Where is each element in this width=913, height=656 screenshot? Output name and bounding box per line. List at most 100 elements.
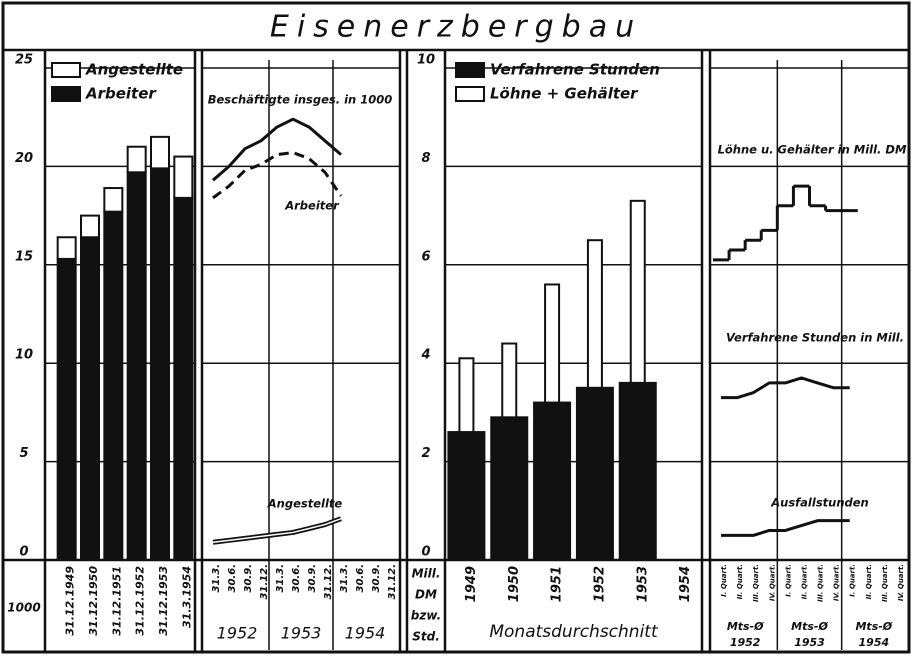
series-label: Beschäftigte insges. in 1000 bbox=[208, 93, 393, 107]
x-tick-label: 1952 bbox=[592, 566, 607, 602]
y-tick-label: 4 bbox=[420, 348, 430, 363]
x-tick-label: 30.6. bbox=[355, 564, 366, 592]
bar bbox=[126, 145, 147, 174]
bar bbox=[533, 401, 572, 561]
x-axis-title: Monatsdurchschnitt bbox=[489, 622, 659, 642]
x-tick-label: 1950 bbox=[507, 566, 522, 602]
bar bbox=[173, 196, 194, 561]
y-tick-label: 15 bbox=[15, 249, 33, 264]
x-tick-label: III. Quart. bbox=[817, 564, 825, 602]
x-tick-label: 1951 bbox=[550, 566, 565, 602]
x-tick-label: 30.6. bbox=[291, 564, 302, 592]
legend-swatch bbox=[51, 86, 81, 102]
x-tick-label: 1954 bbox=[678, 566, 693, 602]
group-label: Mts-Ø bbox=[855, 620, 892, 633]
legend-label: Angestellte bbox=[85, 61, 183, 79]
line bbox=[212, 516, 342, 545]
x-tick-label: 31.3.1954 bbox=[180, 566, 193, 628]
y-tick-label: 2 bbox=[421, 446, 430, 461]
x-tick-label: 30.9. bbox=[307, 564, 318, 592]
bar bbox=[56, 257, 77, 561]
x-tick-label: 31.12.1950 bbox=[87, 566, 100, 636]
y-tick-label: 0 bbox=[421, 545, 430, 560]
y-tick-label: 25 bbox=[15, 53, 33, 68]
y-tick-label: 5 bbox=[19, 446, 28, 461]
x-tick-label: 30.9. bbox=[243, 564, 254, 592]
legend-label: Verfahrene Stunden bbox=[490, 61, 660, 79]
y-tick-label: 10 bbox=[417, 53, 435, 68]
x-tick-label: 1953 bbox=[635, 566, 650, 602]
y-tick-label: 10 bbox=[15, 348, 33, 363]
bar bbox=[490, 416, 529, 561]
group-year: 1954 bbox=[345, 624, 386, 643]
series-label: Angestellte bbox=[267, 497, 343, 511]
unit-label: Mill. bbox=[412, 567, 441, 581]
x-tick-label: 31.12.1951 bbox=[110, 566, 123, 636]
bar bbox=[56, 236, 77, 260]
legend-swatch bbox=[455, 86, 485, 102]
bar bbox=[80, 236, 100, 562]
y-tick-label: 8 bbox=[421, 151, 430, 166]
group-year: 1952 bbox=[217, 624, 258, 643]
line bbox=[721, 519, 850, 537]
series-label: Löhne u. Gehälter in Mill. DM bbox=[718, 143, 907, 157]
x-tick-label: II. Quart. bbox=[800, 564, 808, 599]
y-tick-label: 0 bbox=[19, 545, 28, 560]
x-tick-label: 31.3. bbox=[211, 564, 222, 592]
x-tick-label: I. Quart. bbox=[784, 564, 792, 597]
x-tick-label: IV. Quart. bbox=[768, 564, 776, 601]
group-year: 1953 bbox=[794, 636, 825, 649]
x-tick-label: I. Quart. bbox=[720, 564, 728, 597]
x-tick-label: IV. Quart. bbox=[897, 564, 905, 601]
unit-label: bzw. bbox=[411, 609, 441, 623]
bar bbox=[103, 210, 124, 561]
group-label: Mts-Ø bbox=[791, 620, 828, 633]
line bbox=[212, 117, 342, 182]
x-tick-label: IV. Quart. bbox=[833, 564, 841, 601]
y-tick-label: 20 bbox=[15, 151, 33, 166]
x-tick-label: 31.12.1952 bbox=[134, 566, 147, 636]
bar bbox=[447, 431, 486, 561]
line-inner bbox=[212, 517, 342, 544]
x-tick-label: 31.12. bbox=[259, 564, 270, 599]
x-tick-label: 31.12. bbox=[323, 564, 334, 599]
bar bbox=[103, 187, 124, 213]
bar bbox=[150, 167, 170, 561]
line bbox=[212, 151, 343, 200]
chart-title: Eisenerzbergbau bbox=[270, 10, 642, 45]
unit-label: DM bbox=[415, 588, 437, 602]
series-label: Arbeiter bbox=[284, 199, 340, 213]
group-label: Mts-Ø bbox=[727, 620, 764, 633]
unit-label: Std. bbox=[412, 630, 440, 644]
x-tick-label: II. Quart. bbox=[865, 564, 873, 599]
unit-label: 1000 bbox=[7, 601, 40, 615]
legend-swatch bbox=[455, 62, 485, 78]
x-tick-label: 30.6. bbox=[227, 564, 238, 592]
x-tick-label: II. Quart. bbox=[736, 564, 744, 599]
bar bbox=[618, 381, 657, 561]
x-tick-label: III. Quart. bbox=[881, 564, 889, 602]
x-tick-label: 1949 bbox=[464, 566, 479, 602]
group-year: 1953 bbox=[281, 624, 322, 643]
legend-swatch bbox=[51, 62, 81, 78]
series-label: Ausfallstunden bbox=[770, 496, 869, 510]
x-tick-label: I. Quart. bbox=[849, 564, 857, 597]
series-label: Verfahrene Stunden in Mill. bbox=[726, 331, 904, 345]
legend-label: Arbeiter bbox=[85, 85, 157, 103]
bar bbox=[173, 155, 194, 199]
bar bbox=[126, 171, 147, 562]
bar bbox=[80, 214, 100, 239]
bar bbox=[150, 135, 170, 170]
x-tick-label: 31.12.1949 bbox=[64, 566, 77, 636]
bar bbox=[575, 386, 614, 561]
y-tick-label: 6 bbox=[421, 249, 430, 264]
group-year: 1952 bbox=[730, 636, 761, 649]
legend-label: Löhne + Gehälter bbox=[490, 85, 639, 103]
x-tick-label: 31.3. bbox=[275, 564, 286, 592]
x-tick-label: 31.3. bbox=[339, 564, 350, 592]
x-tick-label: III. Quart. bbox=[752, 564, 760, 602]
group-year: 1954 bbox=[859, 636, 890, 649]
x-tick-label: 31.12.1953 bbox=[157, 566, 170, 636]
